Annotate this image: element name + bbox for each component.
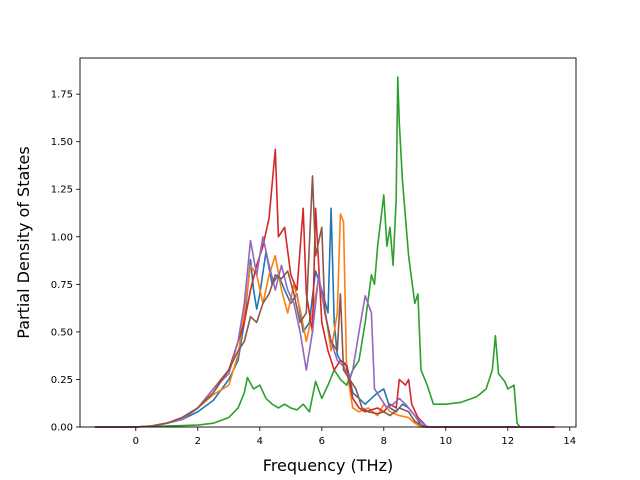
y-tick-label: 1.75	[51, 90, 73, 101]
x-tick-label: 6	[319, 436, 325, 447]
x-tick-label: 12	[501, 436, 514, 447]
y-tick-label: 0.50	[51, 327, 73, 338]
x-axis-ticks: 0 2 4 6 8 10 12 14	[133, 427, 576, 447]
x-tick-label: 14	[563, 436, 576, 447]
x-tick-label: 0	[133, 436, 139, 447]
y-axis-ticks: 0.00 0.25 0.50 0.75 1.00 1.25 1.50 1.75	[51, 90, 80, 434]
plot-area	[79, 57, 577, 428]
y-tick-label: 0.00	[51, 423, 73, 434]
x-tick-label: 10	[439, 436, 452, 447]
series-line-4	[94, 148, 556, 428]
y-tick-label: 1.00	[51, 232, 73, 243]
series-line-5	[94, 235, 556, 428]
series-layer	[94, 76, 556, 428]
series-line-2	[94, 213, 556, 428]
series-line-1	[94, 207, 556, 428]
series-line-3	[94, 76, 521, 428]
x-tick-label: 8	[381, 436, 387, 447]
axes-frame	[79, 57, 577, 428]
y-tick-label: 1.50	[51, 137, 73, 148]
x-tick-label: 2	[195, 436, 201, 447]
x-axis-label: Frequency (THz)	[263, 456, 393, 475]
series-line-6	[94, 175, 556, 428]
y-axis-label: Partial Density of States	[14, 146, 33, 338]
y-tick-label: 0.75	[51, 280, 73, 291]
y-tick-label: 1.25	[51, 185, 73, 196]
y-tick-label: 0.25	[51, 375, 73, 386]
x-tick-label: 4	[257, 436, 263, 447]
